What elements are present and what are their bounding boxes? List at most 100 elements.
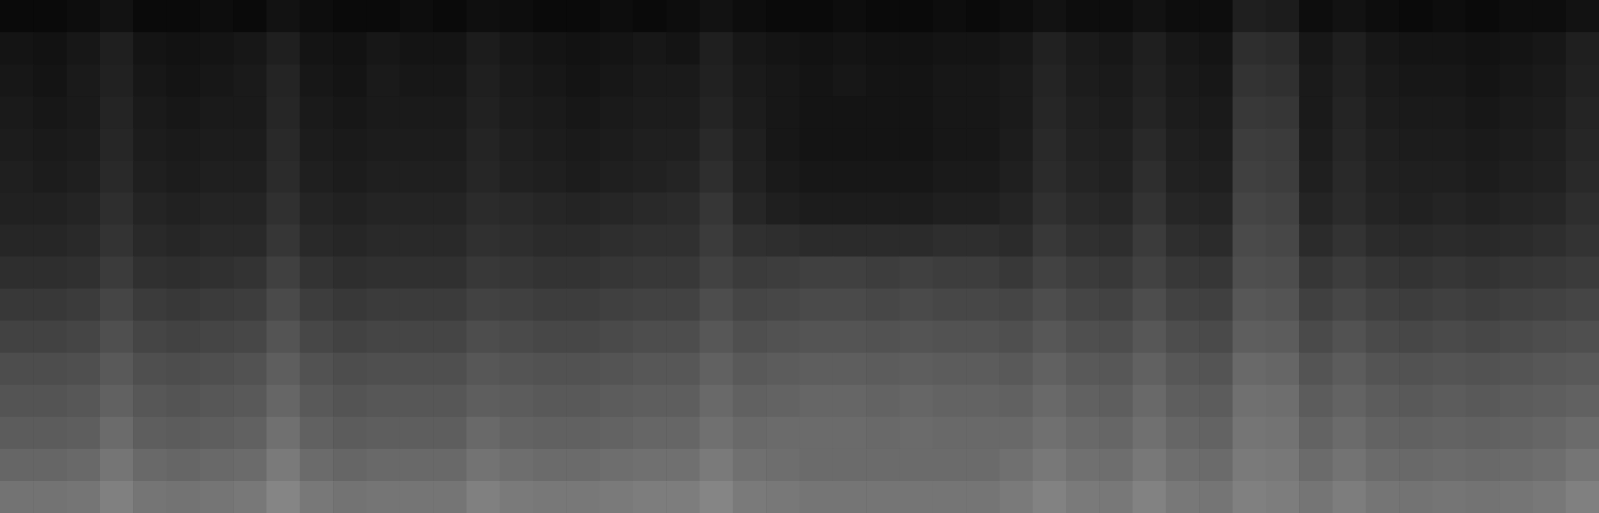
cell xyxy=(300,64,334,97)
cell xyxy=(300,96,334,129)
cell xyxy=(533,0,567,33)
cell xyxy=(1099,385,1133,418)
cell xyxy=(233,224,267,257)
cell xyxy=(1333,321,1367,354)
cell xyxy=(200,96,234,129)
cell xyxy=(1166,289,1200,322)
cell xyxy=(1199,128,1233,161)
cell xyxy=(833,257,867,290)
cell xyxy=(466,64,500,97)
cell xyxy=(999,96,1033,129)
cell xyxy=(766,224,800,257)
cell xyxy=(1033,64,1067,97)
cell xyxy=(233,64,267,97)
cell xyxy=(800,32,834,65)
cell xyxy=(200,0,234,33)
cell xyxy=(1033,353,1067,386)
cell xyxy=(666,192,700,225)
cell xyxy=(733,64,767,97)
cell xyxy=(1333,385,1367,418)
cell xyxy=(533,160,567,193)
cell xyxy=(200,481,234,513)
cell xyxy=(1133,257,1167,290)
cell xyxy=(300,353,334,386)
cell xyxy=(1432,64,1466,97)
cell xyxy=(433,321,467,354)
cell xyxy=(1066,321,1100,354)
cell xyxy=(1299,417,1333,450)
cell xyxy=(300,449,334,482)
cell xyxy=(800,96,834,129)
cell xyxy=(466,0,500,33)
cell xyxy=(200,353,234,386)
cell xyxy=(167,64,201,97)
cell xyxy=(1499,64,1533,97)
cell xyxy=(100,96,134,129)
cell xyxy=(700,257,734,290)
cell xyxy=(1399,64,1433,97)
cell xyxy=(1166,385,1200,418)
cell xyxy=(0,96,34,129)
cell xyxy=(833,96,867,129)
cell xyxy=(933,160,967,193)
cell xyxy=(0,481,34,513)
cell xyxy=(267,0,301,33)
cell xyxy=(1099,353,1133,386)
cell xyxy=(566,289,600,322)
cell xyxy=(1566,417,1599,450)
cell xyxy=(67,417,101,450)
cell xyxy=(1266,32,1300,65)
cell xyxy=(1199,321,1233,354)
cell xyxy=(833,64,867,97)
cell xyxy=(1233,353,1267,386)
cell xyxy=(933,289,967,322)
cell xyxy=(766,128,800,161)
cell xyxy=(933,192,967,225)
cell xyxy=(267,64,301,97)
cell xyxy=(366,0,400,33)
cell xyxy=(1532,128,1566,161)
cell xyxy=(400,417,434,450)
cell xyxy=(1532,481,1566,513)
cell xyxy=(600,257,634,290)
cell xyxy=(766,385,800,418)
cell xyxy=(1233,192,1267,225)
cell xyxy=(1166,160,1200,193)
cell xyxy=(600,192,634,225)
cell xyxy=(100,128,134,161)
cell xyxy=(1566,321,1599,354)
cell xyxy=(300,385,334,418)
cell xyxy=(1099,224,1133,257)
cell xyxy=(966,481,1000,513)
cell xyxy=(100,353,134,386)
cell xyxy=(100,160,134,193)
cell xyxy=(1199,160,1233,193)
cell xyxy=(1366,0,1400,33)
cell xyxy=(1566,449,1599,482)
cell xyxy=(1033,289,1067,322)
cell xyxy=(633,192,667,225)
cell xyxy=(1099,160,1133,193)
cell xyxy=(866,417,900,450)
cell xyxy=(100,481,134,513)
cell xyxy=(1366,257,1400,290)
cell xyxy=(633,449,667,482)
cell xyxy=(566,192,600,225)
cell xyxy=(67,224,101,257)
cell xyxy=(666,96,700,129)
cell xyxy=(1233,96,1267,129)
cell xyxy=(500,32,534,65)
cell xyxy=(333,64,367,97)
cell xyxy=(0,321,34,354)
cell xyxy=(233,96,267,129)
cell xyxy=(433,96,467,129)
cell xyxy=(200,321,234,354)
cell xyxy=(1566,128,1599,161)
cell xyxy=(633,257,667,290)
cell xyxy=(866,481,900,513)
cell xyxy=(0,289,34,322)
cell xyxy=(1466,481,1500,513)
cell xyxy=(866,257,900,290)
cell xyxy=(666,321,700,354)
cell xyxy=(1466,321,1500,354)
